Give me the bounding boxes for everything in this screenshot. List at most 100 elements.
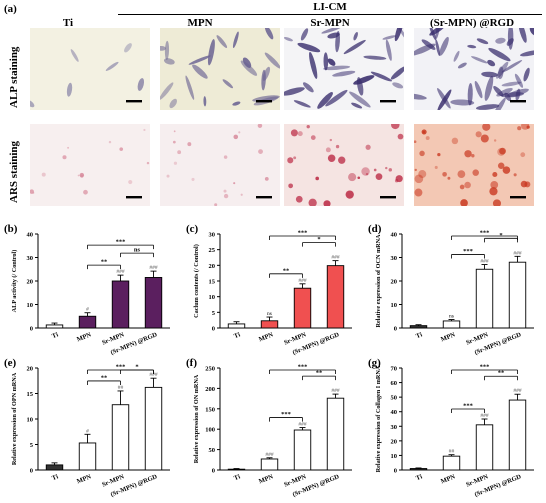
cell-stain bbox=[394, 28, 404, 42]
y-tick-label: 10 bbox=[391, 302, 398, 309]
y-tick-label: 30 bbox=[209, 232, 216, 239]
cell-stain bbox=[66, 82, 73, 97]
cell-stain bbox=[353, 31, 358, 41]
mineral-nodule bbox=[238, 131, 241, 134]
bar-significance-label: ### bbox=[116, 269, 125, 275]
mineral-nodule bbox=[306, 124, 310, 129]
cell-stain bbox=[491, 97, 506, 110]
image-background bbox=[30, 124, 150, 206]
cell-stain bbox=[501, 60, 523, 73]
bar bbox=[260, 320, 279, 329]
mineral-nodule bbox=[348, 173, 357, 182]
mineral-nodule bbox=[361, 167, 370, 176]
bar-significance-label: ### bbox=[149, 372, 158, 378]
x-category-label: MPN bbox=[440, 331, 457, 343]
bar bbox=[260, 458, 279, 471]
cell-stain bbox=[488, 47, 511, 62]
cell-stain bbox=[232, 31, 239, 48]
mineral-nodule bbox=[425, 136, 430, 141]
y-tick-label: 70 bbox=[391, 366, 398, 373]
cell-stain bbox=[293, 100, 311, 108]
cell-stain bbox=[414, 93, 427, 100]
comparison-label: *** bbox=[298, 230, 308, 237]
mineral-nodule bbox=[451, 137, 459, 145]
cell-stain bbox=[356, 77, 364, 96]
ars-staining-image-1 bbox=[160, 124, 280, 206]
cell-stain bbox=[481, 71, 498, 78]
mineral-nodule bbox=[397, 133, 404, 140]
y-axis-label: Relative expression of ON mRNA bbox=[193, 374, 200, 463]
cell-stain bbox=[471, 56, 488, 64]
x-category-label: MPN bbox=[440, 473, 457, 485]
cell-stain bbox=[137, 78, 145, 91]
y-axis-label: Relative expression of Collagen I mRNA bbox=[375, 365, 382, 472]
cell-stain bbox=[188, 55, 211, 65]
mineral-nodule bbox=[475, 131, 482, 138]
y-tick-label: 150 bbox=[205, 406, 215, 413]
chart-f-svg: (f) 0 50 100 150 200 250 Relative expression of… bbox=[186, 357, 352, 498]
mineral-nodule bbox=[297, 131, 303, 137]
chart-panel-e: (e) 0 5 10 15 20 Relative expression of OPN mR… bbox=[0, 356, 182, 503]
cell-stain bbox=[297, 42, 321, 53]
mineral-nodule bbox=[365, 144, 371, 150]
mineral-nodule bbox=[419, 150, 425, 157]
mineral-nodule bbox=[67, 146, 70, 149]
x-category-label: Ti bbox=[415, 331, 423, 340]
cell-stain bbox=[501, 81, 522, 87]
mineral-nodule bbox=[108, 140, 112, 144]
mineral-nodule bbox=[214, 203, 218, 206]
image-background bbox=[30, 28, 150, 110]
mineral-nodule bbox=[41, 172, 46, 177]
y-tick-label: 10 bbox=[27, 302, 34, 309]
cell-stain bbox=[124, 43, 132, 53]
y-tick-label: 200 bbox=[205, 386, 215, 393]
mineral-nodule bbox=[191, 177, 195, 181]
bar bbox=[111, 404, 130, 471]
bar bbox=[508, 399, 527, 471]
cell-stain bbox=[392, 82, 404, 89]
chart-panel-f: (f) 0 50 100 150 200 250 Relative expression of… bbox=[182, 356, 364, 503]
mineral-nodule bbox=[365, 172, 369, 176]
bar bbox=[111, 280, 130, 329]
cell-stain bbox=[323, 65, 351, 71]
chart-b-svg: (b) 0 10 20 30 40 ALP activity (/ Control) Ti # M… bbox=[4, 223, 170, 356]
y-tick-label: 25 bbox=[209, 247, 216, 254]
cell-stain bbox=[529, 28, 534, 36]
group-header-line bbox=[118, 14, 542, 15]
cell-stain bbox=[484, 75, 494, 101]
image-background bbox=[414, 124, 534, 206]
cell-stain bbox=[496, 87, 513, 97]
cell-stain bbox=[321, 28, 343, 34]
cell-stain bbox=[467, 82, 473, 106]
cell-stain bbox=[487, 59, 496, 67]
comparison-label: *** bbox=[116, 364, 126, 371]
y-tick-label: 10 bbox=[391, 453, 398, 460]
bar bbox=[508, 261, 527, 329]
x-category-label: Ti bbox=[415, 473, 423, 482]
mineral-nodule bbox=[119, 147, 124, 151]
mineral-nodule bbox=[290, 129, 298, 137]
mineral-nodule bbox=[493, 139, 497, 142]
mineral-nodule bbox=[471, 154, 475, 158]
mineral-nodule bbox=[391, 124, 400, 130]
mineral-nodule bbox=[526, 125, 530, 129]
mineral-nodule bbox=[83, 189, 88, 195]
comparison-label: * bbox=[317, 236, 320, 243]
cell-stain bbox=[164, 40, 170, 61]
bar-significance-label: ### bbox=[331, 255, 340, 261]
bar-significance-label: ### bbox=[298, 422, 307, 428]
y-axis-label: ALP activity (/ Control) bbox=[11, 250, 18, 313]
scale-bar bbox=[510, 100, 526, 103]
comparison-label: ** bbox=[316, 370, 323, 377]
bar-significance-label: # bbox=[86, 307, 89, 313]
mineral-nodule bbox=[30, 189, 34, 194]
comparison-label: ** bbox=[101, 259, 108, 266]
cell-stain bbox=[429, 28, 437, 41]
cell-stain bbox=[467, 44, 477, 49]
y-tick-label: 40 bbox=[27, 232, 34, 239]
cell-stain bbox=[370, 71, 393, 82]
cell-stain bbox=[457, 62, 467, 69]
chart-e-svg: (e) 0 5 10 15 20 Relative expression of OPN mR… bbox=[4, 357, 170, 498]
bar-significance-label: ### bbox=[149, 265, 158, 271]
y-tick-label: 0 bbox=[30, 326, 33, 333]
